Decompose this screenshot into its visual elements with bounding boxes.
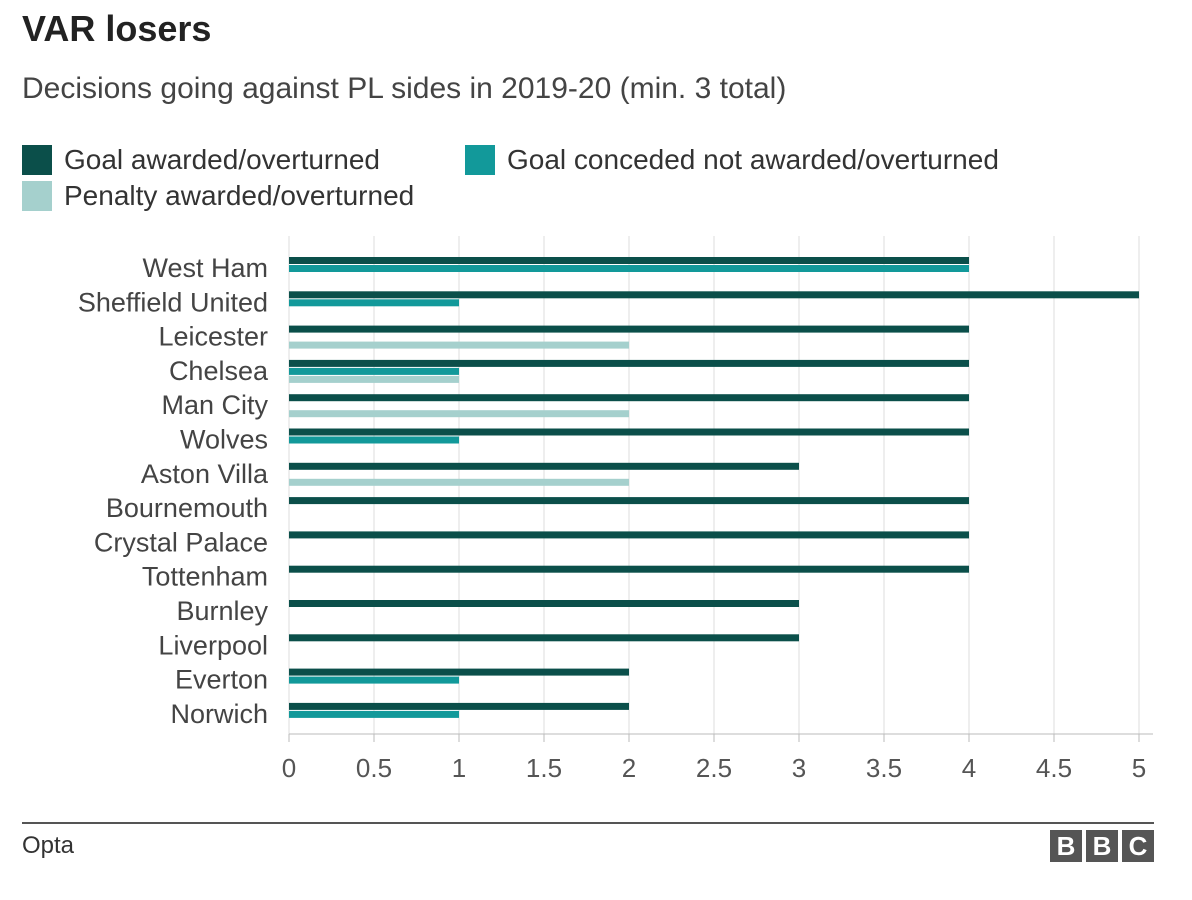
bar	[289, 325, 969, 333]
x-tick-label: 3.5	[866, 753, 902, 783]
x-tick-label: 0	[282, 753, 296, 783]
category-label: Chelsea	[169, 356, 269, 386]
bar	[289, 375, 459, 383]
bbc-logo-letter: B	[1086, 830, 1118, 862]
source-label: Opta	[22, 832, 75, 859]
category-label: Wolves	[180, 425, 268, 455]
bar	[289, 702, 629, 710]
legend-label-goal-awarded: Goal awarded/overturned	[64, 144, 380, 175]
x-tick-label: 2.5	[696, 753, 732, 783]
bar	[289, 668, 629, 676]
bbc-logo-letter: B	[1050, 830, 1082, 862]
legend-item-goal-conceded: Goal conceded not awarded/overturned	[465, 144, 999, 176]
x-tick-label: 3	[792, 753, 806, 783]
bar	[289, 478, 629, 486]
category-label: Man City	[161, 390, 268, 420]
bar	[289, 634, 799, 642]
bar	[289, 299, 459, 307]
category-label: Norwich	[170, 699, 268, 729]
legend-swatch-penalty	[22, 181, 52, 211]
legend-item-penalty: Penalty awarded/overturned	[22, 180, 414, 212]
category-label: Sheffield United	[78, 287, 268, 317]
footer-divider	[22, 822, 1154, 824]
bar	[289, 497, 969, 505]
legend-item-goal-awarded: Goal awarded/overturned	[22, 144, 380, 176]
bar	[289, 291, 1139, 299]
category-label: Tottenham	[142, 562, 268, 592]
category-label: Liverpool	[158, 630, 268, 660]
category-label: Crystal Palace	[94, 527, 268, 557]
x-tick-label: 1.5	[526, 753, 562, 783]
bbc-logo-letter: C	[1122, 830, 1154, 862]
bar	[289, 436, 459, 444]
bar	[289, 428, 969, 436]
legend-swatch-goal-awarded	[22, 145, 52, 175]
bar	[289, 410, 629, 418]
x-tick-label: 0.5	[356, 753, 392, 783]
bar	[289, 359, 969, 367]
category-label: Bournemouth	[106, 493, 268, 523]
bar	[289, 257, 969, 264]
category-label: Everton	[175, 665, 268, 695]
legend-swatch-goal-conceded	[465, 145, 495, 175]
category-label: Burnley	[176, 596, 268, 626]
bar	[289, 462, 799, 470]
x-tick-label: 4.5	[1036, 753, 1072, 783]
bar	[289, 394, 969, 402]
x-tick-label: 4	[962, 753, 976, 783]
bar	[289, 600, 799, 607]
bar	[289, 676, 459, 684]
bar	[289, 710, 459, 718]
bar	[289, 265, 969, 272]
category-label: Leicester	[158, 322, 268, 352]
chart-subtitle: Decisions going against PL sides in 2019…	[22, 72, 787, 105]
x-tick-label: 2	[622, 753, 636, 783]
bbc-logo: B B C	[1050, 830, 1154, 862]
legend-label-goal-conceded: Goal conceded not awarded/overturned	[507, 144, 999, 175]
x-tick-label: 5	[1132, 753, 1146, 783]
bar	[289, 565, 969, 573]
bar	[289, 341, 629, 349]
x-tick-label: 1	[452, 753, 466, 783]
bar	[289, 531, 969, 539]
category-label: Aston Villa	[141, 459, 269, 489]
bar	[289, 367, 459, 375]
legend-label-penalty: Penalty awarded/overturned	[64, 180, 415, 211]
category-label: West Ham	[142, 253, 268, 283]
chart-title: VAR losers	[22, 8, 212, 49]
